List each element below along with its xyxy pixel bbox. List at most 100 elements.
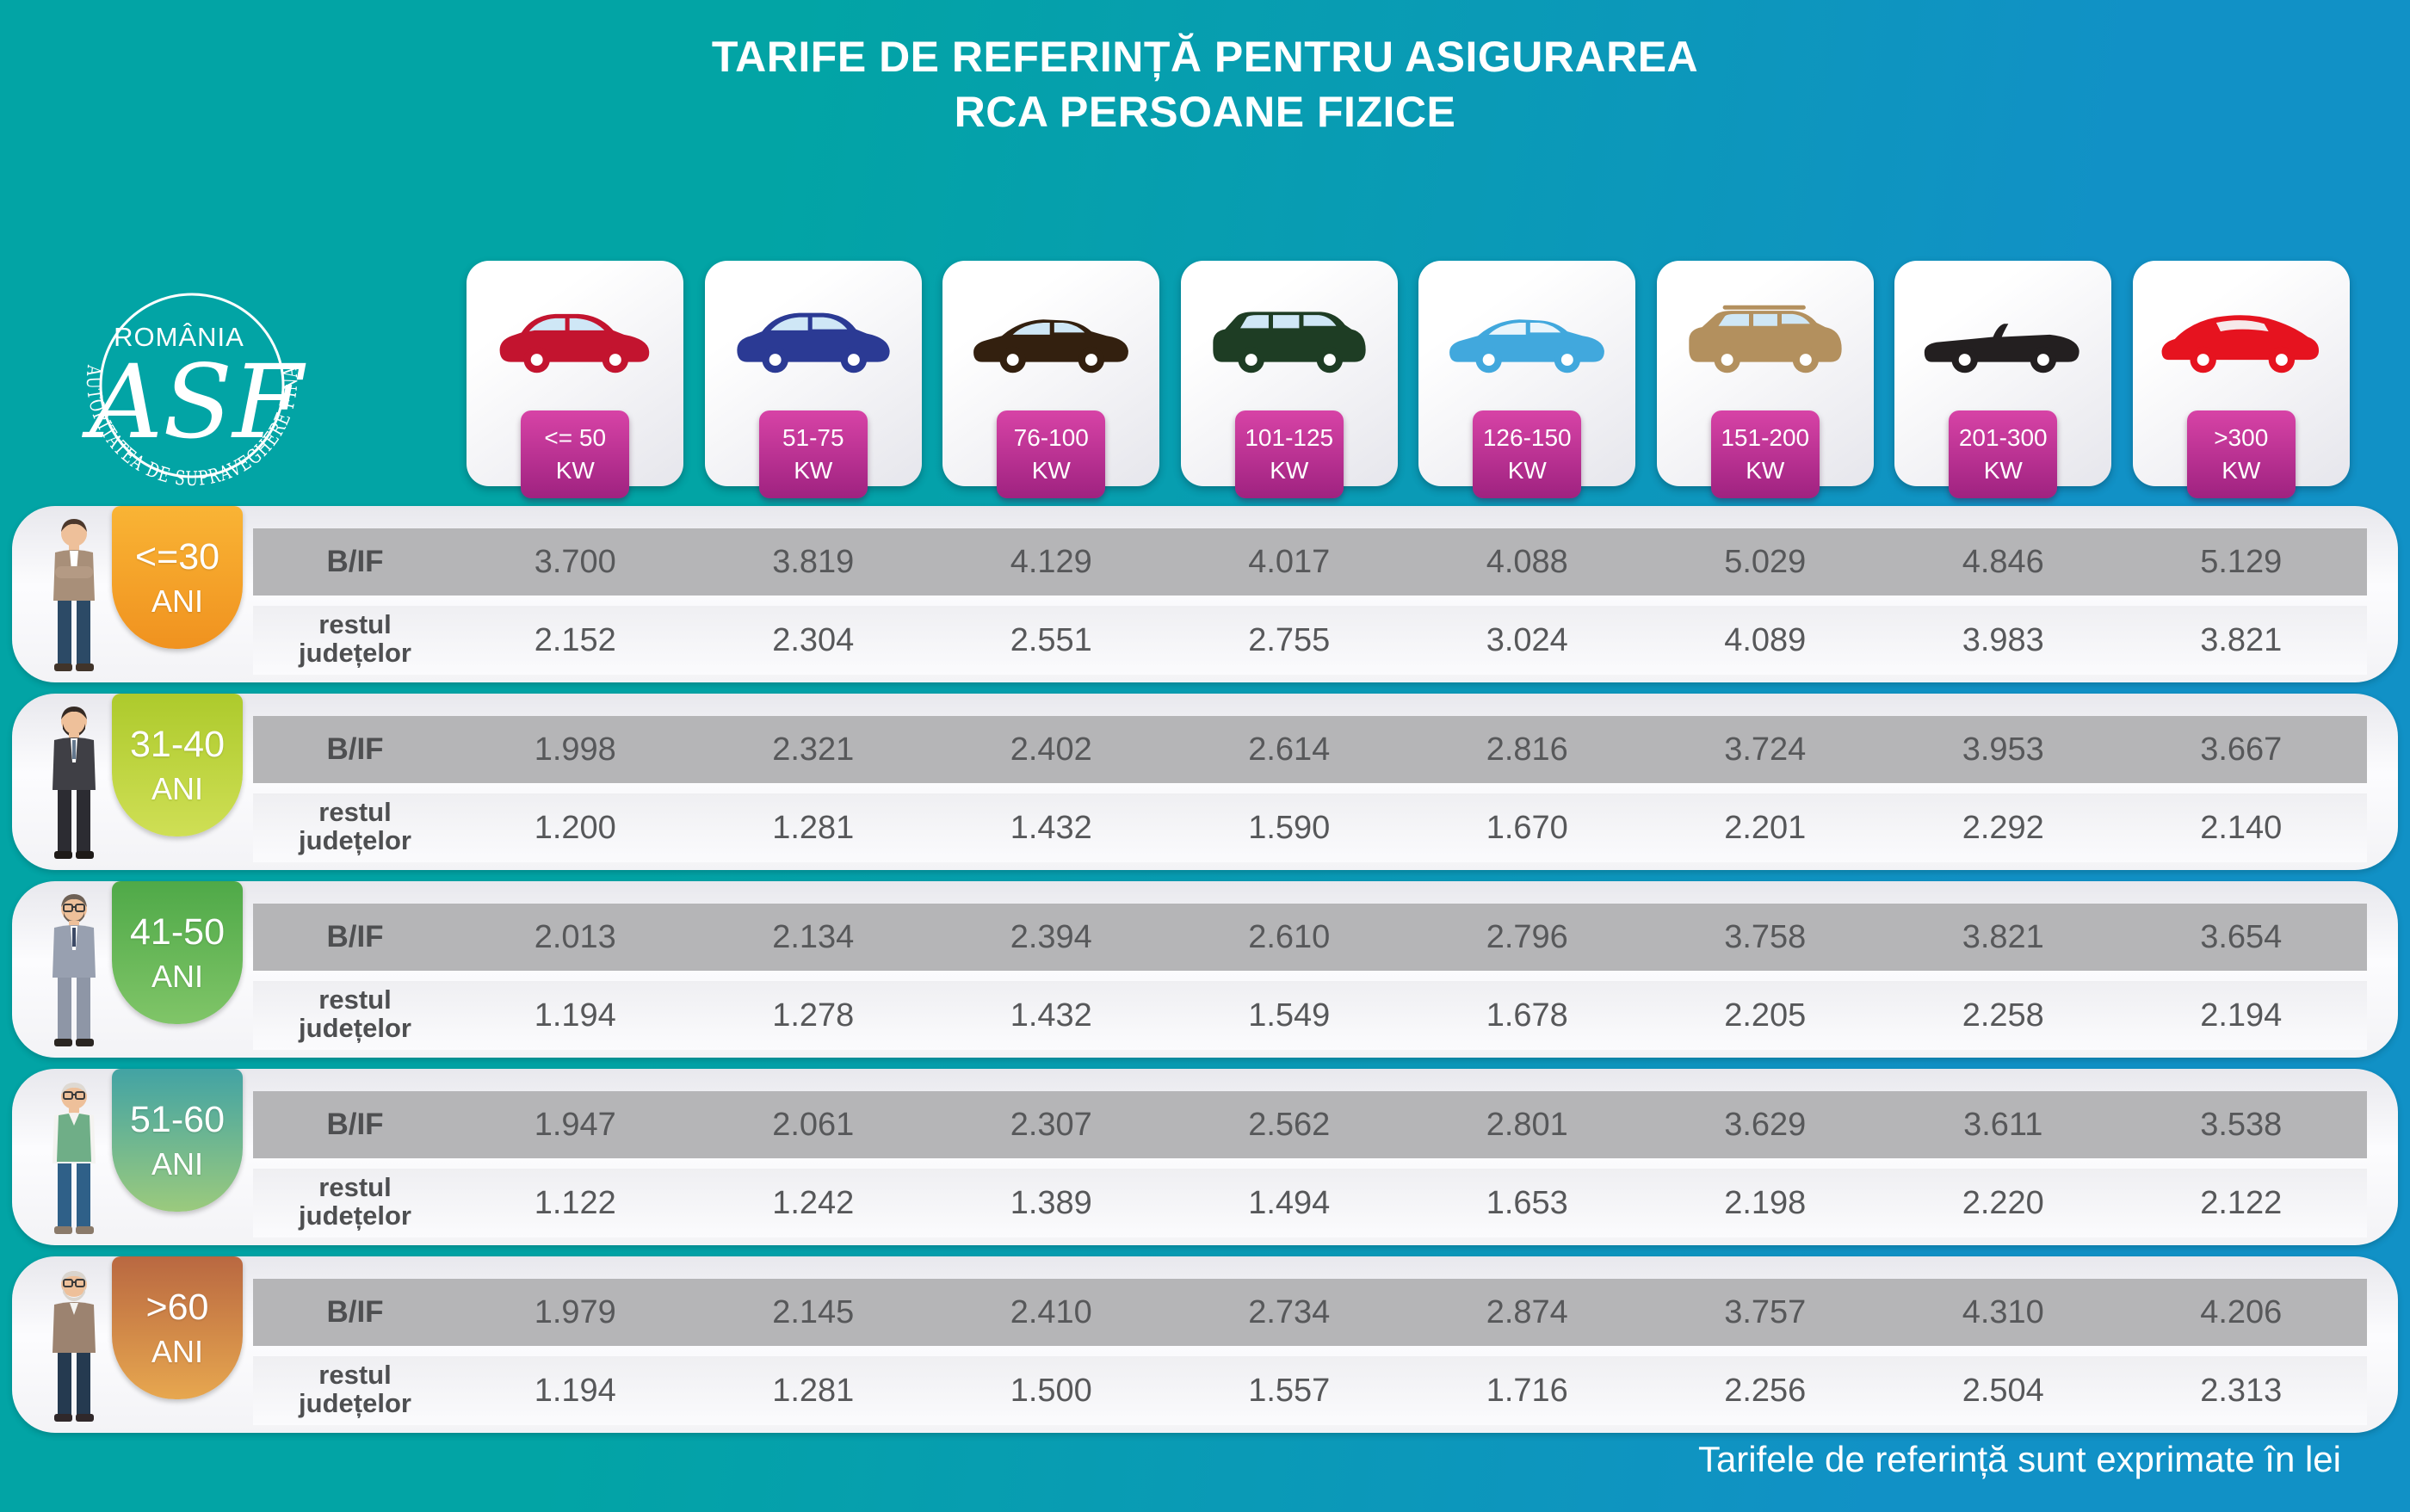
tariff-value: 3.724 (1724, 731, 1807, 768)
kw-unit-label: KW (1031, 457, 1071, 484)
tariff-value: 3.611 (1963, 1106, 2043, 1143)
rest-band (253, 793, 2367, 862)
power-class-card: 76-100 KW (942, 261, 1160, 498)
tariff-value: 1.494 (1248, 1184, 1331, 1221)
rest-label: restul județelor (299, 1359, 411, 1418)
car-icon-sedan-light-blue (1445, 288, 1609, 390)
unit-note: Tarifele de referință sunt exprimate în … (1697, 1439, 2341, 1479)
tariff-value: 2.816 (1486, 731, 1568, 768)
logo-circle (99, 293, 285, 478)
age-range-label: >60 (145, 1286, 209, 1328)
tariff-value: 1.670 (1486, 809, 1568, 846)
rest-label: restul județelor (299, 608, 411, 668)
bif-values: 1.947 2.061 2.307 2.562 2.801 3.629 3.611 3.538 (456, 1091, 2360, 1158)
kw-range-badge: 126-150 KW (1473, 410, 1582, 498)
bif-label: B/IF (326, 732, 384, 766)
bif-label: B/IF (326, 920, 384, 953)
kw-range-label: 76-100 (1013, 424, 1089, 452)
tariff-value: 1.194 (534, 997, 616, 1034)
tariff-value: 1.549 (1248, 997, 1331, 1034)
car-icon-sports (2160, 288, 2323, 390)
kw-range-badge: 51-75 KW (758, 410, 868, 498)
tariff-value: 1.947 (534, 1106, 616, 1143)
tariff-value: 2.256 (1724, 1372, 1807, 1409)
bif-values: 1.979 2.145 2.410 2.734 2.874 3.757 4.310 4.206 (456, 1279, 2360, 1346)
person-icon-41-50 (34, 888, 114, 1052)
power-class-card: 101-125 KW (1180, 261, 1398, 498)
power-class-card: <= 50 KW (467, 261, 684, 498)
age-unit-label: ANI (151, 770, 203, 806)
bif-values: 3.700 3.819 4.129 4.017 4.088 5.029 4.846 5.129 (456, 528, 2360, 596)
tariff-value: 2.205 (1724, 997, 1807, 1034)
car-icon-suv (1684, 288, 1847, 390)
tariff-value: 2.610 (1248, 918, 1331, 955)
tariff-value: 3.819 (772, 543, 855, 580)
tariff-value: 2.304 (772, 621, 855, 658)
tariff-value: 2.152 (534, 621, 616, 658)
power-class-card: 126-150 KW (1418, 261, 1636, 498)
tariff-value: 2.796 (1486, 918, 1568, 955)
tariff-value: 2.307 (1010, 1106, 1092, 1143)
bif-band (253, 716, 2367, 783)
tariff-value: 3.667 (2200, 731, 2283, 768)
rest-band (253, 1169, 2367, 1237)
tariff-value: 1.389 (1010, 1184, 1092, 1221)
tariff-value: 1.281 (772, 809, 855, 846)
bif-label: B/IF (326, 1295, 384, 1329)
asf-logo: ROMÂNIA ASF AUTORITATEA DE SUPRAVEGHERE … (50, 267, 306, 491)
tariff-value: 2.410 (1010, 1293, 1092, 1330)
kw-range-label: 126-150 (1482, 424, 1572, 452)
rest-band (253, 1356, 2367, 1425)
age-range-label: 41-50 (130, 910, 225, 953)
tariff-value: 2.402 (1010, 731, 1092, 768)
kw-range-label: 201-300 (1958, 424, 2048, 452)
tariff-value: 2.321 (772, 731, 855, 768)
tariff-value: 2.562 (1248, 1106, 1331, 1143)
kw-range-label: <= 50 (544, 424, 607, 452)
kw-unit-label: KW (794, 457, 833, 484)
tariff-value: 3.757 (1724, 1293, 1807, 1330)
tariff-value: 2.122 (2200, 1184, 2283, 1221)
tariff-value: 2.755 (1248, 621, 1331, 658)
bif-band (253, 1279, 2367, 1346)
age-badge: 51-60 ANI (112, 1069, 243, 1212)
tariff-value: 3.758 (1724, 918, 1807, 955)
tariff-value: 1.500 (1010, 1372, 1092, 1409)
age-unit-label: ANI (151, 583, 203, 619)
tariff-value: 1.653 (1486, 1184, 1568, 1221)
kw-range-label: 151-200 (1721, 424, 1810, 452)
kw-range-label: 51-75 (782, 424, 844, 452)
tariff-value: 4.129 (1010, 543, 1092, 580)
tariff-value: 1.557 (1248, 1372, 1331, 1409)
tariff-row: 41-50 ANI B/IF restul județelor 2.013 2.1… (12, 881, 2398, 1058)
tariff-row: >60 ANI B/IF restul județelor 1.979 2.145… (12, 1256, 2398, 1433)
car-icon-sedan (969, 288, 1133, 390)
rest-values: 1.200 1.281 1.432 1.590 1.670 2.201 2.292 2.140 (456, 793, 2360, 862)
tariff-value: 3.024 (1486, 621, 1568, 658)
age-unit-label: ANI (151, 958, 203, 994)
rest-label: restul județelor (299, 796, 411, 855)
tariff-value: 1.432 (1010, 997, 1092, 1034)
tariff-value: 3.983 (1962, 621, 2044, 658)
kw-range-label: >300 (2214, 424, 2269, 452)
rest-values: 1.122 1.242 1.389 1.494 1.653 2.198 2.220 2.122 (456, 1169, 2360, 1237)
tariff-value: 3.629 (1724, 1106, 1807, 1143)
person-icon-51-60 (34, 1076, 114, 1239)
kw-unit-label: KW (2222, 457, 2261, 484)
rest-values: 1.194 1.281 1.500 1.557 1.716 2.256 2.504 2.313 (456, 1356, 2360, 1425)
bif-band (253, 1091, 2367, 1158)
tariff-value: 2.201 (1724, 809, 1807, 846)
tariff-value: 2.140 (2200, 809, 2283, 846)
tariff-value: 4.089 (1724, 621, 1807, 658)
page-title-line1: TARIFE DE REFERINȚĂ PENTRU ASIGURAREA (711, 33, 1699, 81)
bif-values: 2.013 2.134 2.394 2.610 2.796 3.758 3.821 3.654 (456, 904, 2360, 971)
car-icon-minivan (1208, 288, 1371, 390)
kw-range-badge: >300 KW (2186, 410, 2296, 498)
tariff-value: 2.801 (1486, 1106, 1568, 1143)
person-icon-over-60 (34, 1263, 114, 1427)
tariff-value: 3.538 (2200, 1106, 2283, 1143)
rest-label: restul județelor (299, 984, 411, 1043)
age-unit-label: ANI (151, 1333, 203, 1369)
tariff-value: 4.846 (1962, 543, 2044, 580)
tariff-value: 2.394 (1010, 918, 1092, 955)
